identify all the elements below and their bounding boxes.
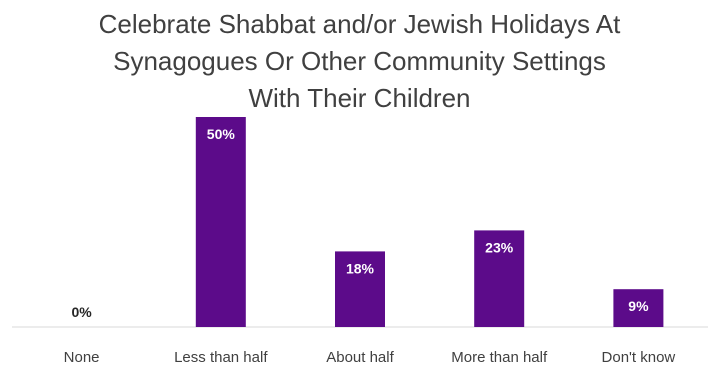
x-tick-label-1: Less than half (174, 349, 268, 366)
data-label-3: 23% (485, 239, 514, 255)
bar-3 (474, 230, 525, 327)
data-label-1: 50% (207, 126, 236, 142)
x-tick-label-0: None (64, 349, 100, 366)
bar-1 (195, 117, 246, 327)
data-label-2: 18% (346, 260, 375, 276)
bar-2 (335, 251, 385, 327)
x-tick-label-3: More than half (451, 349, 548, 366)
x-tick-label-4: Don't know (602, 349, 676, 366)
chart-title-line-3: With Their Children (248, 83, 471, 113)
data-label-4: 9% (628, 298, 649, 314)
data-label-0: 0% (71, 304, 92, 320)
chart-title-line-2: Synagogues Or Other Community Settings (113, 46, 606, 76)
chart-title-line-1: Celebrate Shabbat and/or Jewish Holidays… (98, 9, 621, 39)
chart-title: Celebrate Shabbat and/or Jewish Holidays… (0, 6, 719, 117)
x-tick-label-2: About half (326, 349, 394, 366)
bar-4 (613, 289, 664, 327)
